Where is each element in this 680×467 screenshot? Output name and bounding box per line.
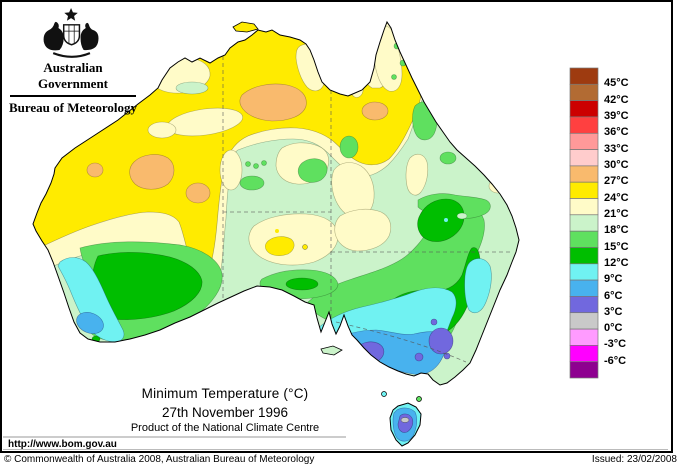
legend-swatch — [569, 83, 599, 101]
legend-label: 18°C — [604, 224, 629, 236]
legend-label: 27°C — [604, 175, 629, 187]
legend-swatch — [569, 165, 599, 183]
melville-island — [232, 21, 259, 33]
legend-label: 15°C — [604, 241, 629, 253]
legend-swatch — [569, 279, 599, 297]
legend-label: 45°C — [604, 77, 629, 89]
legend-label: 36°C — [604, 126, 629, 138]
legend-label: 33°C — [604, 143, 629, 155]
legend-swatch — [569, 328, 599, 346]
legend-label: -6°C — [604, 355, 627, 367]
legend-swatch — [569, 312, 599, 330]
legend-label: 12°C — [604, 257, 629, 269]
legend-swatch — [569, 181, 599, 199]
legend-swatch — [569, 198, 599, 216]
legend-label: 24°C — [604, 192, 629, 204]
legend-label: 9°C — [604, 273, 623, 285]
kangaroo-island — [320, 345, 343, 356]
legend-label: 42°C — [604, 94, 629, 106]
legend-swatch — [569, 214, 599, 232]
orange-blobs — [86, 83, 389, 204]
mainland-coastline — [32, 20, 520, 386]
legend-label: 6°C — [604, 290, 623, 302]
caption-title: Minimum Temperature (°C) — [141, 386, 309, 401]
legend-label: 39°C — [604, 110, 629, 122]
king-island — [381, 391, 387, 397]
legend-label: 0°C — [604, 322, 623, 334]
state-borders — [222, 56, 512, 363]
copyright-text: © Commonwealth of Australia 2008, Austra… — [4, 454, 315, 465]
bureau-title: Bureau of Meteorology — [8, 100, 138, 115]
legend-label: 21°C — [604, 208, 629, 220]
agency-identity: Australian Government Bureau of Meteorol… — [8, 60, 138, 116]
legend-colour-scale — [569, 67, 599, 379]
legend-swatch — [569, 116, 599, 134]
legend-swatch — [569, 345, 599, 363]
issued-date-text: Issued: 23/02/2008 — [591, 454, 677, 465]
legend-swatch — [569, 132, 599, 150]
map-captions: Minimum Temperature (°C) 27th November 1… — [75, 386, 375, 434]
caption-date: 27th November 1996 — [161, 405, 289, 420]
bom-url-text: http://www.bom.gov.au — [8, 439, 117, 450]
legend-label: 3°C — [604, 306, 623, 318]
tasmania-coastline — [389, 402, 422, 447]
legend-swatch — [569, 361, 599, 379]
legend-swatch — [569, 296, 599, 314]
legend-swatch — [569, 149, 599, 167]
legend-swatch — [569, 247, 599, 265]
coat-of-arms-icon — [43, 8, 99, 58]
legend-swatch — [569, 263, 599, 281]
legend-swatch — [569, 100, 599, 118]
legend-swatch — [569, 230, 599, 248]
legend-swatch — [569, 67, 599, 85]
tasmania-temperature-regions — [390, 403, 421, 446]
logo-divider — [10, 95, 136, 97]
legend-label: 30°C — [604, 159, 629, 171]
caption-product: Product of the National Climate Centre — [130, 422, 320, 434]
legend-label: -3°C — [604, 338, 627, 350]
flinders-island — [416, 396, 422, 402]
government-title: Australian Government — [37, 60, 109, 91]
